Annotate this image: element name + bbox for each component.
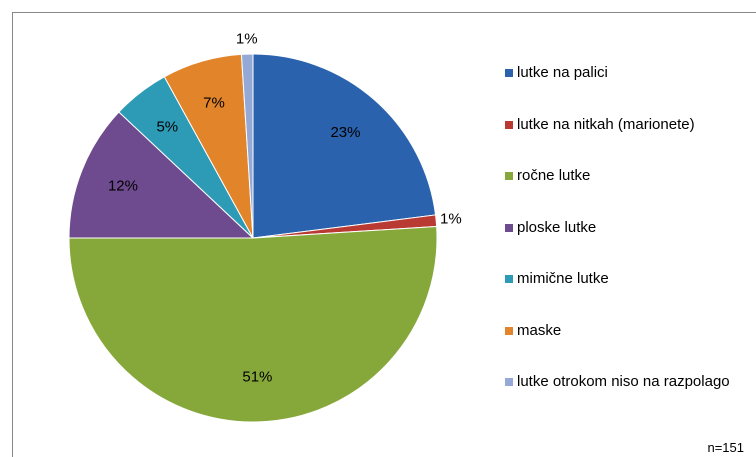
- pie-slice: [240, 53, 254, 239]
- legend-label: mimične lutke: [517, 270, 609, 287]
- legend-item: mimične lutke: [505, 268, 750, 320]
- pie-slice: [68, 225, 438, 423]
- note: n=151: [707, 440, 744, 455]
- legend-label: lutke otrokom niso na razpolago: [517, 373, 730, 390]
- legend-item: lutke na nitkah (marionete): [505, 114, 750, 166]
- data-label: 1%: [236, 30, 258, 47]
- legend: lutke na palici lutke na nitkah (marionet…: [505, 62, 750, 423]
- data-label: 51%: [242, 369, 272, 386]
- legend-item: ploske lutke: [505, 217, 750, 269]
- legend-swatch: [505, 172, 513, 180]
- data-label: 5%: [156, 118, 178, 135]
- pie-slice: [252, 53, 437, 239]
- legend-label: ploske lutke: [517, 218, 597, 236]
- legend-item: lutke otrokom niso na razpolago: [505, 371, 750, 423]
- legend-swatch: [505, 378, 513, 386]
- legend-swatch: [505, 120, 513, 129]
- legend-item: maske: [505, 320, 750, 372]
- legend-swatch: [505, 223, 513, 232]
- legend-item: ročne lutke: [505, 165, 750, 217]
- legend-label: maske: [517, 321, 562, 339]
- legend-label: lutke na palici: [517, 64, 608, 81]
- data-label: 23%: [330, 124, 360, 141]
- data-label: 1%: [440, 210, 462, 227]
- pie-slice: [68, 111, 255, 239]
- data-label: 7%: [203, 95, 225, 112]
- chart-frame: [12, 12, 756, 457]
- legend-swatch: [505, 326, 513, 335]
- legend-swatch: [505, 69, 513, 77]
- legend-swatch: [505, 275, 513, 283]
- legend-label: lutke na nitkah (marionete): [517, 115, 695, 133]
- legend-item: lutke na palici: [505, 62, 750, 114]
- legend-label: ročne lutke: [517, 167, 591, 184]
- data-label: 12%: [108, 177, 138, 194]
